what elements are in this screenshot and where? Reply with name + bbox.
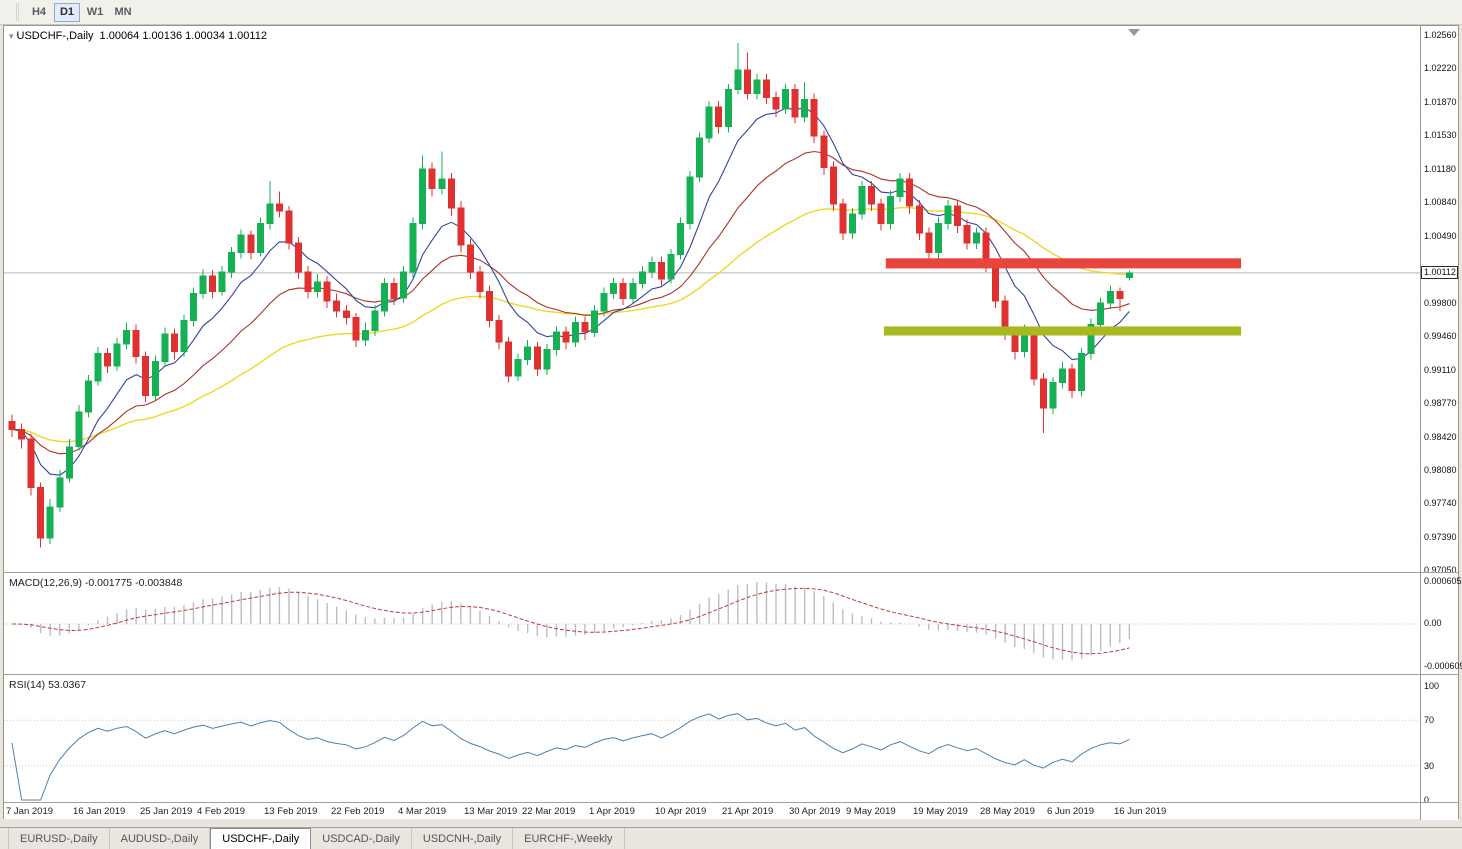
- rsi-tick-label: 100: [1424, 681, 1440, 691]
- support-resistance-zones: [883, 258, 1242, 336]
- price-tick-label: 0.97390: [1424, 532, 1457, 542]
- price-tick-label: 0.98420: [1424, 432, 1457, 442]
- rsi-line: [11, 713, 1130, 801]
- chart-shift-marker-icon[interactable]: [1128, 29, 1140, 36]
- price-tick-label: 0.99460: [1424, 331, 1457, 342]
- chart-dropdown-icon: ▾: [9, 31, 14, 41]
- timeframe-mn-button[interactable]: MN: [110, 3, 136, 22]
- price-scale[interactable]: 1.02560 1.02220 1.01870 1.01530 1.01180 1.008…: [1420, 26, 1462, 820]
- tab-audusd-daily[interactable]: AUDUSD-,Daily: [110, 828, 211, 849]
- tab-eurusd-daily[interactable]: EURUSD-,Daily: [8, 828, 110, 849]
- date-tick-label: 28 May 2019: [980, 806, 1035, 817]
- macd-signal-line: [11, 587, 1130, 655]
- tab-usdcad-daily[interactable]: USDCAD-,Daily: [311, 828, 412, 849]
- price-tick-label: 1.01870: [1424, 97, 1457, 108]
- chart-symbol-label: USDCHF-,Daily: [16, 30, 94, 42]
- timeframe-d1-button[interactable]: D1: [54, 2, 80, 22]
- price-tick-label: 0.97740: [1424, 498, 1457, 508]
- price-tick-label: 0.98770: [1424, 398, 1457, 409]
- tab-usdchf-daily[interactable]: USDCHF-,Daily: [210, 828, 312, 849]
- macd-tick-label: -0.0006096: [1424, 661, 1462, 671]
- date-tick-label: 16 Jan 2019: [73, 806, 126, 817]
- macd-label: MACD(12,26,9) -0.001775 -0.003848: [9, 577, 183, 589]
- candles-layer: [8, 43, 1133, 548]
- date-tick-label: 7 Jan 2019: [6, 806, 54, 817]
- current-price-badge: 1.00112: [1421, 265, 1458, 279]
- macd-indicator-pane[interactable]: [4, 574, 1420, 674]
- date-tick-label: 9 May 2019: [846, 806, 896, 817]
- time-axis[interactable]: 7 Jan 2019 16 Jan 2019 25 Jan 2019 4 Feb 20…: [4, 803, 1420, 819]
- macd-tick-label: 0.00: [1424, 618, 1442, 628]
- date-tick-label: 19 May 2019: [913, 806, 968, 817]
- rsi-indicator-pane[interactable]: [4, 676, 1420, 802]
- date-tick-label: 6 Jun 2019: [1047, 806, 1095, 817]
- date-tick-label: 30 Apr 2019: [789, 806, 841, 817]
- moving-average-lines: [11, 106, 1130, 476]
- price-tick-label: 1.00490: [1424, 231, 1457, 242]
- date-tick-label: 25 Jan 2019: [140, 806, 193, 817]
- tab-usdcnh-daily[interactable]: USDCNH-,Daily: [412, 828, 514, 849]
- price-tick-label: 1.00840: [1424, 197, 1457, 208]
- date-tick-label: 21 Apr 2019: [722, 806, 774, 817]
- toolbar-grip: [16, 3, 19, 21]
- date-tick-label: 22 Feb 2019: [331, 806, 385, 817]
- pane-splitter-rsi[interactable]: [4, 674, 1458, 675]
- timeframe-w1-button[interactable]: W1: [82, 3, 108, 22]
- date-tick-label: 22 Mar 2019: [522, 806, 576, 817]
- rsi-tick-label: 70: [1424, 715, 1435, 726]
- price-tick-label: 0.98080: [1424, 465, 1457, 475]
- price-tick-label: 0.97050: [1424, 565, 1457, 575]
- price-tick-label: 1.01180: [1424, 164, 1456, 175]
- chart-ohlc-values: 1.00064 1.00136 1.00034 1.00112: [99, 30, 267, 42]
- price-tick-label: 0.99110: [1424, 365, 1456, 376]
- price-tick-label: 0.99800: [1424, 298, 1457, 309]
- tab-eurchf-weekly[interactable]: EURCHF-,Weekly: [513, 828, 625, 849]
- price-tick-label: 1.02560: [1424, 30, 1457, 41]
- resistance-zone[interactable]: [885, 258, 1242, 269]
- date-tick-label: 13 Feb 2019: [264, 806, 318, 817]
- rsi-label: RSI(14) 53.0367: [9, 679, 87, 691]
- chart-title: ▾ USDCHF-,Daily 1.00064 1.00136 1.00034 1.…: [9, 30, 267, 42]
- date-tick-label: 4 Feb 2019: [197, 806, 246, 817]
- timeframe-toolbar: H4 D1 W1 MN: [0, 0, 1462, 25]
- main-price-chart[interactable]: [4, 26, 1420, 572]
- price-tick-label: 1.01530: [1424, 130, 1457, 141]
- date-tick-label: 1 Apr 2019: [589, 806, 635, 817]
- date-tick-label: 4 Mar 2019: [398, 806, 447, 817]
- macd-tick-label: 0.0006058: [1424, 576, 1462, 586]
- chart-window: ▾ USDCHF-,Daily 1.00064 1.00136 1.00034 1.…: [3, 25, 1462, 820]
- price-gridlines: [4, 34, 1420, 571]
- date-tick-label: 16 Jun 2019: [1114, 806, 1167, 817]
- price-tick-label: 1.02220: [1424, 63, 1457, 74]
- support-zone[interactable]: [883, 326, 1242, 336]
- rsi-tick-label: 30: [1424, 760, 1435, 771]
- macd-histogram: [20, 582, 1131, 661]
- pane-splitter-macd[interactable]: [4, 572, 1458, 573]
- chart-tabs-bar: EURUSD-,Daily AUDUSD-,Daily USDCHF-,Dail…: [0, 827, 1462, 849]
- pane-splitter-time-axis: [4, 802, 1458, 803]
- rsi-tick-label: 0: [1424, 795, 1430, 805]
- timeframe-h4-button[interactable]: H4: [26, 3, 52, 22]
- date-tick-label: 13 Mar 2019: [464, 806, 518, 817]
- date-tick-label: 10 Apr 2019: [655, 806, 707, 817]
